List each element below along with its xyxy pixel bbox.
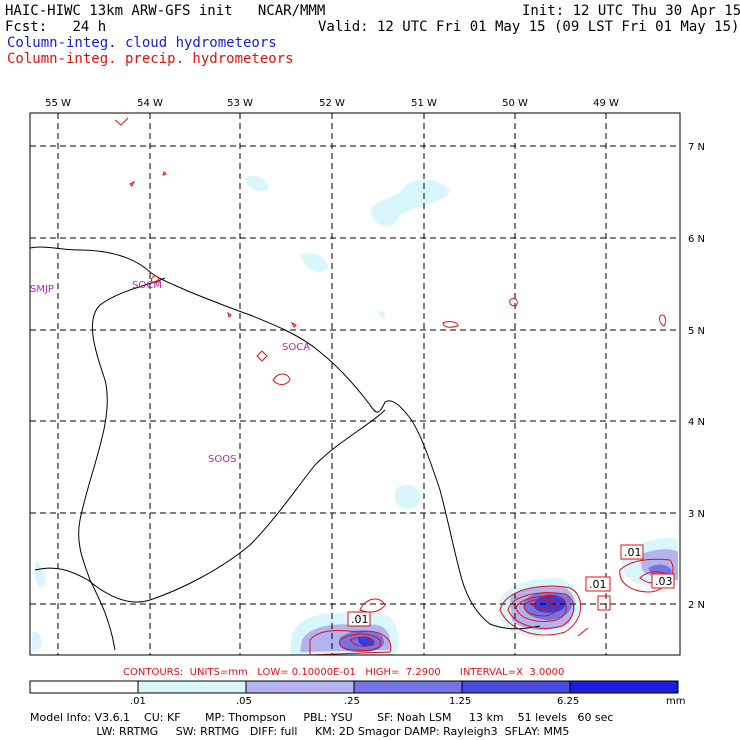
colorbar-seg-5 (569, 680, 679, 694)
lon-label: 52 W (319, 98, 345, 109)
colorbar-tick: .25 (344, 696, 360, 707)
lon-label: 51 W (411, 98, 437, 109)
colorbar-seg-1 (137, 680, 247, 694)
contour-labels: .01 .01 .01 .03 (347, 544, 675, 627)
colorbar-tick: 1.25 (449, 696, 472, 707)
contour-label-2: .01 (589, 578, 607, 591)
forecast-value: 24 h (72, 19, 107, 35)
contour-label-4: .03 (655, 575, 673, 588)
colorbar-tick: .05 (236, 696, 252, 707)
station-socm: SOCM (132, 280, 162, 291)
lat-label: 5 N (688, 326, 705, 337)
lon-label: 54 W (137, 98, 163, 109)
init-time: Init: 12 UTC Thu 30 Apr 15 (522, 3, 740, 19)
forecast-label: Fcst: (5, 19, 48, 35)
field-cloud-label: Column-integ. cloud hydrometeors (7, 35, 277, 51)
lat-label: 3 N (688, 509, 705, 520)
model-info-line1: Model Info: V3.6.1 CU: KF MP: Thompson P… (30, 711, 614, 724)
colorbar-seg-0 (29, 680, 139, 694)
map-frame (29, 112, 681, 656)
coastline (29, 246, 541, 651)
station-smjp: SMJP (30, 284, 54, 295)
model-info-line2: LW: RRTMG SW: RRTMG DIFF: full KM: 2D Sm… (30, 725, 570, 738)
longitude-labels: 55 W 54 W 53 W 52 W 51 W 50 W 49 W (45, 98, 619, 109)
field-precip-label: Column-integ. precip. hydrometeors (7, 51, 294, 67)
colorbar-seg-3 (353, 680, 463, 694)
lon-label: 50 W (502, 98, 528, 109)
station-soca: SOCA (282, 342, 310, 353)
colorbar-seg-4 (461, 680, 571, 694)
station-soos: SOOS (208, 454, 236, 465)
colorbar-units: mm (666, 696, 686, 707)
station-labels: SMJP SOCM SOCA SOOS (30, 280, 310, 465)
contour-label-1: .01 (351, 613, 369, 626)
contours-info: CONTOURS: UNITS=mm LOW= 0.10000E-01 HIGH… (123, 667, 565, 678)
model-title: HAIC-HIWC 13km ARW-GFS init NCAR/MMM (5, 3, 326, 19)
forecast-hour: Fcst: 24 h (5, 19, 106, 35)
lon-label: 55 W (45, 98, 71, 109)
contour-label-3: .01 (624, 546, 642, 559)
lat-label: 2 N (688, 600, 705, 611)
lat-lon-grid (30, 113, 680, 655)
lat-label: 4 N (688, 417, 705, 428)
lat-label: 6 N (688, 234, 705, 245)
lat-label: 7 N (688, 142, 705, 153)
colorbar-tick: 6.25 (557, 696, 580, 707)
valid-time: Valid: 12 UTC Fri 01 May 15 (09 LST Fri … (318, 19, 740, 35)
lon-label: 53 W (227, 98, 253, 109)
latitude-labels: 7 N 6 N 5 N 4 N 3 N 2 N (688, 142, 705, 611)
colorbar-tick: .01 (130, 696, 146, 707)
colorbar (29, 680, 679, 694)
cloud-shading (32, 175, 678, 655)
colorbar-seg-2 (245, 680, 355, 694)
lon-label: 49 W (593, 98, 619, 109)
